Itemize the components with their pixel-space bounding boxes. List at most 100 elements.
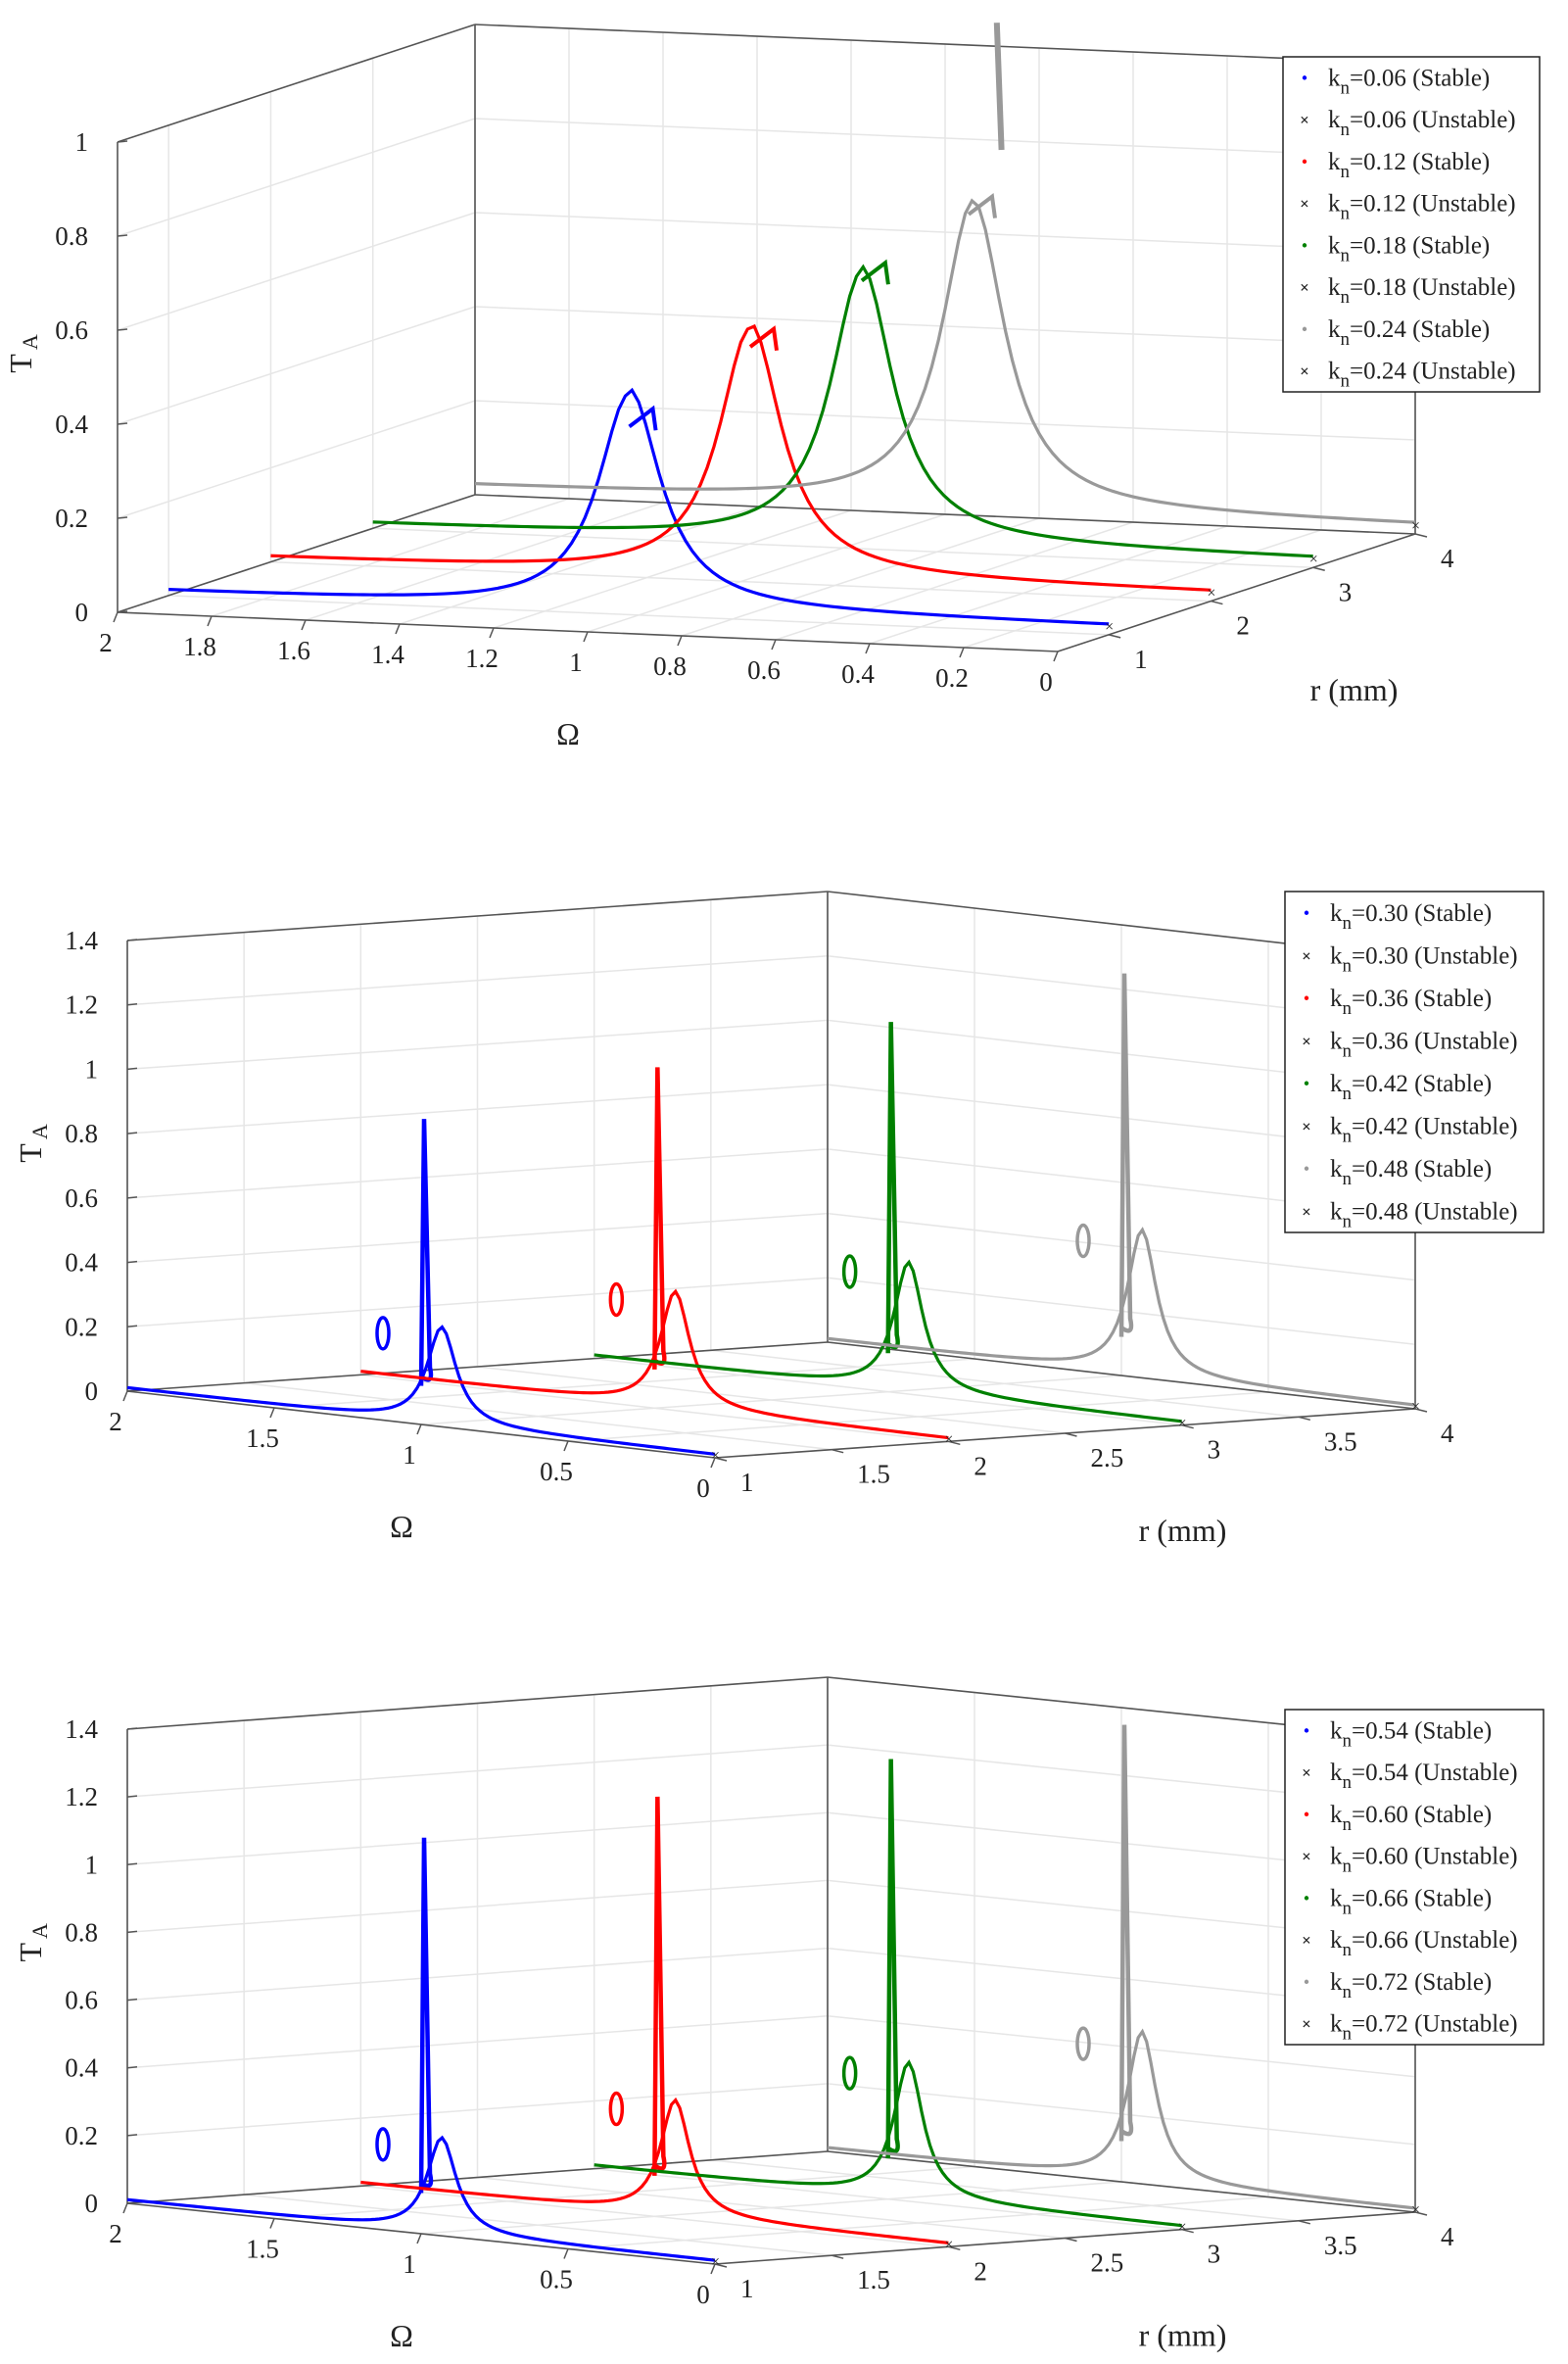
legend-dot-marker	[1304, 1166, 1309, 1171]
tick-mark	[583, 631, 589, 643]
legend-k: k	[1330, 942, 1343, 969]
ta-tick-label: 0	[85, 1376, 99, 1406]
omega-tick-label: 2	[99, 628, 113, 657]
series-spike	[885, 1022, 900, 1354]
series-0.18: ×	[372, 259, 1318, 568]
omega-tick-label: 1	[569, 648, 583, 677]
series-loop	[608, 2091, 625, 2127]
tick-mark	[126, 1930, 138, 1934]
legend-item: × kn=0.66 (Unstable)	[1302, 1927, 1517, 1960]
legend-k: k	[1328, 359, 1341, 385]
legend-x-marker: ×	[1300, 278, 1309, 297]
legend-item: × kn=0.12 (Unstable)	[1300, 191, 1515, 224]
grid-line	[775, 521, 1134, 641]
tick-mark	[269, 1407, 275, 1419]
series-loop	[841, 2055, 858, 2091]
grid-line	[126, 1676, 1416, 1739]
tick-mark	[117, 328, 128, 331]
ta-tick-label: 0.2	[65, 1312, 98, 1341]
legend-label: kn=0.48 (Stable)	[1330, 1156, 1492, 1189]
legend-k-sub: n	[1341, 204, 1351, 224]
ta-tick-label: 1.2	[65, 990, 98, 1020]
r-tick-label: 1.5	[857, 1460, 890, 1489]
axis-line	[474, 24, 1416, 65]
tick-mark	[126, 1002, 138, 1006]
grid-line	[126, 954, 1416, 1024]
tick-mark	[126, 1067, 138, 1071]
series-line	[168, 387, 1110, 626]
series-0.60: ×	[360, 1796, 953, 2253]
r-tick-label: 4	[1441, 1419, 1454, 1448]
legend-item: × kn=0.18 (Unstable)	[1300, 274, 1515, 308]
legend-x-marker: ×	[1300, 195, 1309, 214]
omega-tick-label: 0.8	[653, 651, 687, 681]
legend-item: kn=0.24 (Stable)	[1302, 316, 1490, 350]
tick-mark	[489, 627, 495, 639]
legend-label: kn=0.42 (Stable)	[1330, 1071, 1492, 1104]
end-marker: ×	[944, 2237, 953, 2253]
series-spike	[418, 1837, 434, 2194]
legend-value: =0.48 (Stable)	[1352, 1156, 1492, 1182]
legend-k: k	[1330, 2011, 1343, 2038]
ta-tick-label: 0	[75, 598, 89, 627]
tick-mark	[117, 234, 128, 237]
legend-label: kn=0.30 (Unstable)	[1330, 942, 1518, 976]
r-tick-label: 2.5	[1091, 2248, 1124, 2278]
legend-item: kn=0.54 (Stable)	[1304, 1717, 1492, 1751]
legend-k: k	[1330, 1927, 1343, 1954]
legend-k: k	[1330, 1198, 1343, 1225]
legend-k: k	[1328, 65, 1341, 91]
tick-mark	[1414, 1408, 1428, 1413]
ta-tick-label: 0.4	[55, 410, 88, 439]
series-loop	[1075, 2026, 1091, 2061]
legend-k-sub: n	[1341, 287, 1351, 308]
end-marker: ×	[1411, 2202, 1420, 2219]
legend-k-sub: n	[1343, 1169, 1353, 1189]
legend-dot-marker	[1302, 75, 1307, 80]
omega-tick-label: 1	[403, 2249, 416, 2279]
tick-mark	[865, 643, 871, 654]
grid-line	[126, 1744, 1416, 1807]
grid-line	[372, 527, 1313, 569]
legend-item: × kn=0.48 (Unstable)	[1302, 1198, 1517, 1231]
series-spike	[1118, 1724, 1134, 2142]
ta-tick-label: 0.2	[55, 504, 88, 533]
series-0.06: ×	[168, 387, 1114, 635]
legend-k-sub: n	[1343, 913, 1353, 934]
omega-tick-label: 1	[403, 1440, 416, 1470]
grid-line	[594, 2167, 1182, 2231]
tick-mark	[122, 2202, 128, 2214]
legend-k: k	[1330, 1885, 1343, 1911]
legend-value: =0.18 (Unstable)	[1350, 274, 1516, 301]
grid-line	[126, 1879, 1416, 1943]
ta-tick-label: 0.4	[65, 2053, 98, 2083]
legend-box	[1284, 891, 1544, 1233]
tick-mark	[126, 1998, 138, 2002]
legend-value: =0.36 (Unstable)	[1352, 1028, 1518, 1054]
legend-item: × kn=0.36 (Unstable)	[1302, 1028, 1517, 1061]
legend-k: k	[1330, 1760, 1343, 1786]
series-line	[372, 264, 1313, 558]
tick-mark	[714, 2263, 728, 2268]
legend-label: kn=0.12 (Unstable)	[1328, 191, 1516, 224]
omega-tick-label: 0.5	[540, 2265, 573, 2294]
tick-mark	[1181, 1423, 1194, 1429]
legend-value: =0.36 (Stable)	[1352, 986, 1492, 1012]
y-axis-label: TA	[3, 334, 42, 373]
omega-tick-label: 1.4	[371, 640, 404, 669]
legend-label: kn=0.24 (Stable)	[1328, 316, 1490, 350]
series-0.66: ×	[594, 1759, 1187, 2236]
grid-line	[244, 2194, 832, 2256]
tick-mark	[126, 1132, 138, 1134]
omega-tick-label: 0	[696, 1473, 710, 1503]
axis-line	[827, 1341, 1416, 1410]
end-marker: ×	[1411, 517, 1420, 534]
legend: kn=0.30 (Stable)× kn=0.30 (Unstable)kn=0.…	[1284, 891, 1544, 1233]
legend-label: kn=0.18 (Unstable)	[1328, 274, 1516, 308]
series-loop	[608, 1281, 625, 1318]
y-axis-label: TA	[13, 1124, 52, 1163]
tick-mark	[771, 639, 777, 651]
legend-dot-marker	[1304, 1081, 1309, 1086]
legend-value: =0.42 (Unstable)	[1352, 1113, 1518, 1139]
r-tick-label: 3	[1208, 2240, 1221, 2269]
